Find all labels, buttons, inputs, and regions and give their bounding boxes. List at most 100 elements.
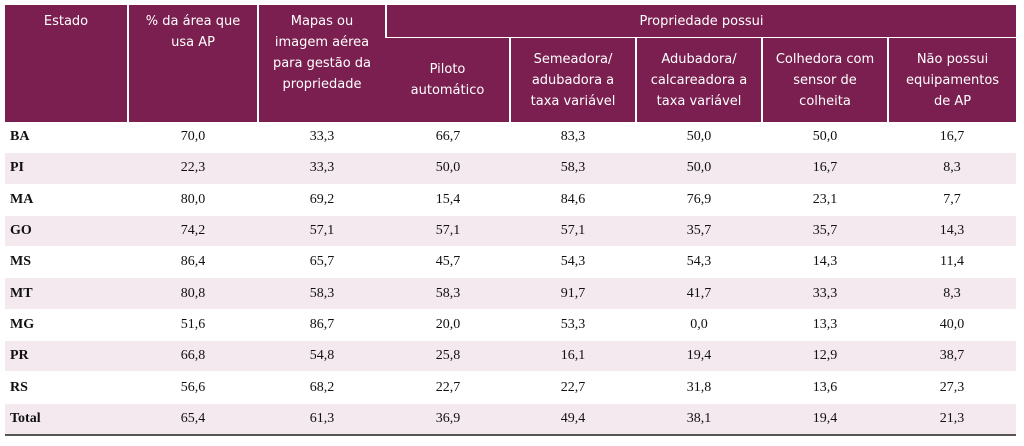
cell-value: 22,7 [386,371,510,404]
cell-value: 36,9 [386,403,510,436]
cell-value: 69,2 [258,184,386,216]
cell-value: 66,8 [128,340,258,373]
cell-value: 8,3 [888,277,1017,310]
cell-value: 57,1 [258,215,386,248]
column-header: Piloto automático [386,37,510,122]
cell-value: 56,6 [128,371,258,404]
table-row: RS 56,6 68,2 22,7 22,7 31,8 13,6 27,3 [5,371,1017,404]
cell-value: 86,7 [258,309,386,342]
table-row: BA 70,0 33,3 66,7 83,3 50,0 50,0 16,7 [5,122,1017,154]
cell-value: 14,3 [888,215,1017,248]
cell-value: 14,3 [762,246,888,279]
cell-value: 35,7 [636,215,762,248]
cell-value: 65,7 [258,246,386,279]
group-header: Propriedade possui [384,5,1017,38]
cell-value: 33,3 [258,122,386,154]
cell-value: 74,2 [128,215,258,248]
table-row: Total 65,4 61,3 36,9 49,4 38,1 19,4 21,3 [5,403,1017,436]
cell-value: 86,4 [128,246,258,279]
cell-value: 49,4 [510,403,636,436]
column-header: Mapas ou imagem aérea para gestão da pro… [257,5,386,122]
cell-value: 53,3 [510,309,636,342]
cell-value: 7,7 [888,184,1017,216]
cell-value: 22,7 [510,371,636,404]
table-row: MA 80,0 69,2 15,4 84,6 76,9 23,1 7,7 [5,184,1017,216]
cell-value: 54,8 [258,340,386,373]
cell-value: 15,4 [386,184,510,216]
row-label: MG [5,309,128,342]
cell-value: 50,0 [762,122,888,154]
cell-value: 21,3 [888,403,1017,436]
column-header: Não possui equipamentos de AP [886,37,1017,122]
cell-value: 57,1 [510,215,636,248]
cell-value: 35,7 [762,215,888,248]
cell-value: 50,0 [636,122,762,154]
table-row: MG 51,6 86,7 20,0 53,3 0,0 13,3 40,0 [5,309,1017,342]
cell-value: 38,7 [888,340,1017,373]
cell-value: 16,7 [762,152,888,185]
cell-value: 80,8 [128,277,258,310]
table-row: PR 66,8 54,8 25,8 16,1 19,4 12,9 38,7 [5,340,1017,373]
cell-value: 51,6 [128,309,258,342]
cell-value: 54,3 [636,246,762,279]
cell-value: 50,0 [386,152,510,185]
cell-value: 61,3 [258,403,386,436]
cell-value: 23,1 [762,184,888,216]
cell-value: 45,7 [386,246,510,279]
cell-value: 40,0 [888,309,1017,342]
cell-value: 50,0 [636,152,762,185]
column-header: Semeadora/ adubadora a taxa variável [509,37,636,122]
table-row: MT 80,8 58,3 58,3 91,7 41,7 33,3 8,3 [5,277,1017,310]
cell-value: 91,7 [510,277,636,310]
header-row: Piloto automático Semeadora/ adubadora a … [5,37,1017,122]
column-header: % da área que usa AP [127,5,258,122]
cell-value: 66,7 [386,122,510,154]
column-header: Estado [5,5,128,122]
row-label: RS [5,371,128,404]
cell-value: 76,9 [636,184,762,216]
cell-value: 27,3 [888,371,1017,404]
cell-value: 83,3 [510,122,636,154]
row-label: MS [5,246,128,279]
cell-value: 33,3 [258,152,386,185]
cell-value: 0,0 [636,309,762,342]
table-row: PI 22,3 33,3 50,0 58,3 50,0 16,7 8,3 [5,152,1017,185]
cell-value: 19,4 [636,340,762,373]
row-label: MA [5,184,128,216]
table-header: Estado% da área que usa AP Mapas ou image… [5,5,1017,122]
row-label: BA [5,122,128,154]
cell-value: 58,3 [510,152,636,185]
cell-value: 31,8 [636,371,762,404]
cell-value: 19,4 [762,403,888,436]
data-table: Estado% da área que usa AP Mapas ou image… [5,5,1017,436]
cell-value: 16,7 [888,122,1017,154]
cell-value: 33,3 [762,277,888,310]
header-row: Estado% da área que usa AP Mapas ou image… [5,5,1017,122]
row-label: MT [5,277,128,310]
cell-value: 58,3 [258,277,386,310]
row-label: PR [5,340,128,373]
column-header: Adubadora/ calcareadora a taxa variável [635,37,762,122]
cell-value: 13,3 [762,309,888,342]
cell-value: 16,1 [510,340,636,373]
cell-value: 20,0 [386,309,510,342]
cell-value: 38,1 [636,403,762,436]
cell-value: 25,8 [386,340,510,373]
column-header: Colhedora com sensor de colheita [761,37,888,122]
cell-value: 54,3 [510,246,636,279]
cell-value: 12,9 [762,340,888,373]
table-row: GO 74,2 57,1 57,1 57,1 35,7 35,7 14,3 [5,215,1017,248]
table-row: MS 86,4 65,7 45,7 54,3 54,3 14,3 11,4 [5,246,1017,279]
cell-value: 22,3 [128,152,258,185]
cell-value: 11,4 [888,246,1017,279]
cell-value: 84,6 [510,184,636,216]
cell-value: 68,2 [258,371,386,404]
cell-value: 65,4 [128,403,258,436]
row-label: GO [5,215,128,248]
row-label: Total [5,403,128,436]
cell-value: 41,7 [636,277,762,310]
cell-value: 8,3 [888,152,1017,185]
cell-value: 80,0 [128,184,258,216]
table-body: BA 70,0 33,3 66,7 83,3 50,0 50,0 16,7 PI 22,3 33,3… [5,122,1017,436]
